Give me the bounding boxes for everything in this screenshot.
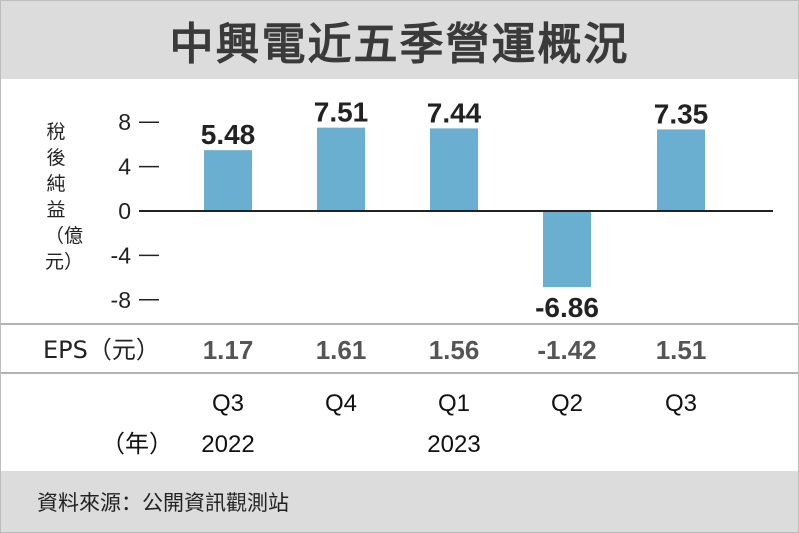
y-tick-label: 0 xyxy=(118,198,131,224)
x-category-label: Q1 xyxy=(438,390,470,417)
bar-q1-2 xyxy=(430,128,478,211)
year-label: 2023 xyxy=(427,431,480,458)
bar-value-label: 7.51 xyxy=(314,97,369,128)
chart-title: 中興電近五季營運概況 xyxy=(169,19,630,70)
y-tick-label: 4 xyxy=(118,154,131,180)
y-tick-label: 8 xyxy=(118,109,131,135)
y-tick-label: -8 xyxy=(111,287,131,313)
x-category-label: Q3 xyxy=(212,390,244,417)
bar-chart: 8 4 0 -4 -8 5.48 7.51 7.44 -6.86 7.35 EPS（元） 1.17 1.… xyxy=(1,97,798,458)
title-bar: 中興電近五季營運概況 xyxy=(1,1,798,79)
bar-q4-1 xyxy=(317,127,365,211)
bar-q3-4 xyxy=(657,129,705,211)
bar-q2-3 xyxy=(543,211,591,288)
eps-value: 1.17 xyxy=(203,335,254,365)
x-category-label: Q3 xyxy=(665,390,697,417)
x-category-label: Q4 xyxy=(325,390,357,417)
y-tick-label: -4 xyxy=(111,242,132,268)
eps-value: 1.61 xyxy=(316,335,367,365)
source-bar: 資料來源：公開資訊觀測站 xyxy=(1,471,798,532)
bar-value-label: -6.86 xyxy=(535,292,599,323)
x-category-label: Q2 xyxy=(551,390,583,417)
year-label: 2022 xyxy=(201,431,254,458)
eps-value: 1.56 xyxy=(429,335,480,365)
bar-value-label: 7.44 xyxy=(427,97,482,128)
source-note: 資料來源：公開資訊觀測站 xyxy=(37,491,289,515)
bar-value-label: 7.35 xyxy=(654,98,709,129)
eps-value: 1.51 xyxy=(656,335,707,365)
eps-row-label: EPS（元） xyxy=(43,336,160,364)
bar-q3-0 xyxy=(204,150,252,211)
year-unit-label: （年） xyxy=(101,431,173,458)
eps-value: -1.42 xyxy=(537,335,596,365)
bar-value-label: 5.48 xyxy=(201,119,256,150)
